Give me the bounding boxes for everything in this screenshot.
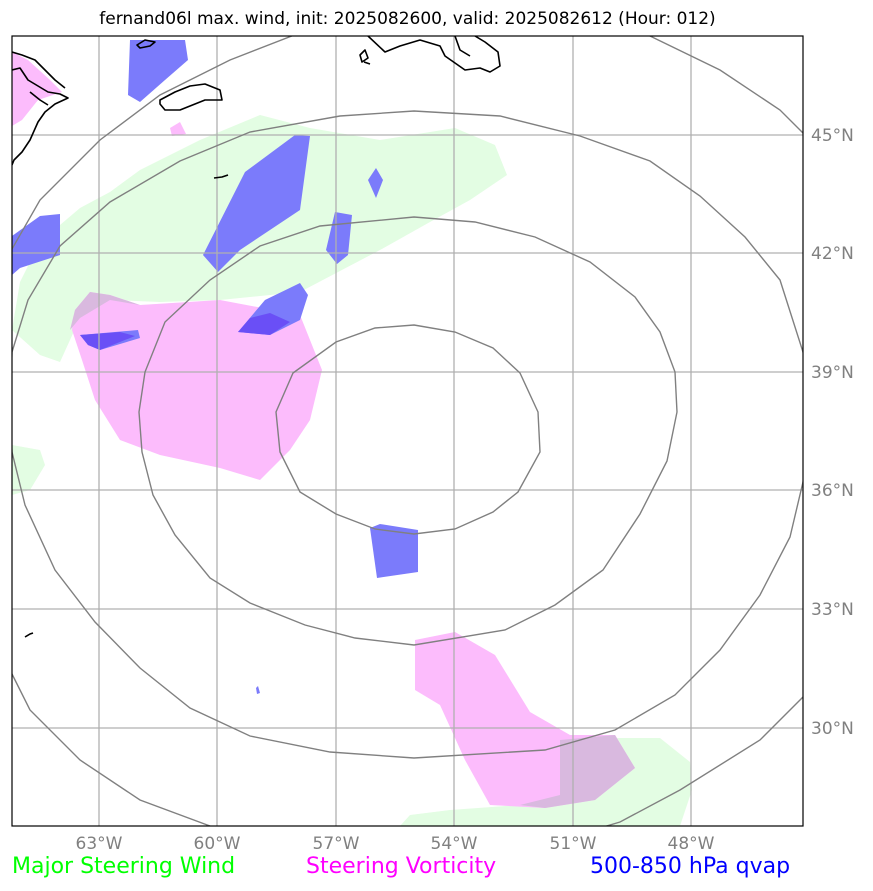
map-title: fernand06l max. wind, init: 2025082600, … — [99, 9, 716, 29]
qvap-region-south — [370, 524, 418, 578]
legend-steering-wind: Major Steering Wind — [12, 854, 236, 879]
qvap-region-thin-2 — [368, 168, 383, 198]
range-rings — [12, 36, 803, 826]
range-ring-middle — [138, 216, 678, 646]
coastline-newfoundland — [367, 36, 501, 73]
lat-label-30n: 30°N — [811, 719, 854, 739]
lat-label-42n: 42°N — [811, 244, 854, 264]
coastline-maritimes — [12, 51, 66, 106]
vorticity-region-north-small — [170, 122, 186, 136]
longitude-labels: 63°W 60°W 57°W 54°W 51°W 48°W — [76, 834, 715, 854]
qvap-dark-region-2 — [80, 332, 135, 350]
qvap-region-north — [128, 40, 188, 102]
range-ring-outermost — [12, 36, 803, 826]
coastline-bermuda — [24, 632, 34, 638]
qvap-region-central-north — [203, 135, 310, 272]
lat-label-45n: 45°N — [811, 126, 854, 146]
range-ring-inner — [275, 324, 541, 535]
lon-label-57w: 57°W — [313, 834, 360, 854]
coastlines — [12, 36, 501, 638]
coastline-pei — [136, 39, 156, 49]
range-ring-outer — [12, 110, 803, 759]
lon-label-63w: 63°W — [76, 834, 123, 854]
legend-qvap: 500-850 hPa qvap — [590, 854, 791, 879]
steering-wind-region-north — [12, 115, 507, 362]
overlap-region-southeast — [520, 735, 635, 808]
coastline-sable-island — [213, 174, 229, 179]
map-plot-area — [12, 36, 803, 826]
vorticity-region-northwest — [12, 52, 62, 126]
overlap-areas — [70, 292, 635, 808]
graticule — [12, 36, 803, 826]
plot-frame — [11, 35, 804, 827]
coastline-cape-breton — [159, 83, 223, 111]
qvap-areas — [12, 40, 418, 694]
lat-label-36n: 36°N — [811, 481, 854, 501]
qvap-dark-areas — [80, 313, 290, 350]
legend-steering-vorticity: Steering Vorticity — [306, 854, 497, 879]
lon-label-54w: 54°W — [431, 834, 478, 854]
qvap-dark-region-1 — [238, 313, 290, 335]
lon-label-51w: 51°W — [550, 834, 597, 854]
latitude-labels: 45°N 42°N 39°N 36°N 33°N 30°N — [811, 126, 854, 739]
coastline-nova-scotia — [12, 67, 69, 166]
lat-label-39n: 39°N — [811, 363, 854, 383]
lon-label-48w: 48°W — [668, 834, 715, 854]
steering-wind-areas — [12, 115, 692, 826]
qvap-region-tiny — [256, 686, 260, 694]
coastline-st-pierre — [359, 49, 371, 65]
steering-wind-region-west — [12, 445, 45, 495]
lon-label-60w: 60°W — [194, 834, 241, 854]
overlap-region-west — [70, 292, 140, 330]
lat-label-33n: 33°N — [811, 600, 854, 620]
